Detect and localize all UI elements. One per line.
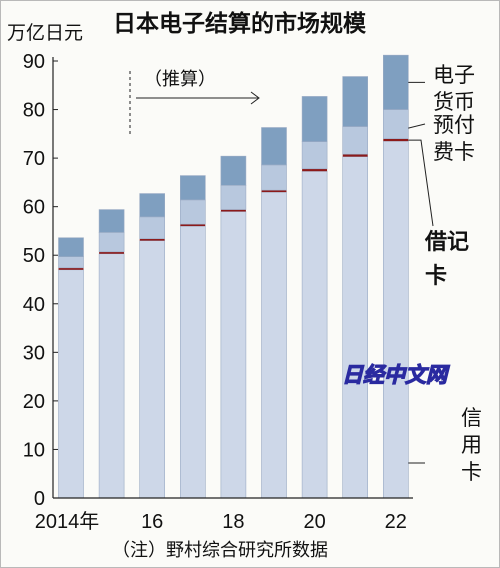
bar-segment xyxy=(180,175,206,201)
bar-segment xyxy=(261,190,287,193)
legend-credit: 信用卡 xyxy=(461,406,482,484)
bar-segment xyxy=(139,238,165,241)
y-tick-label: 80 xyxy=(23,100,45,122)
bar-segment xyxy=(342,156,369,499)
unit-label: 万亿日元 xyxy=(7,22,83,44)
estimate-arrow-head xyxy=(250,91,260,105)
bar-segment xyxy=(98,232,125,253)
bar-segment xyxy=(58,269,84,499)
bar-segment xyxy=(261,164,287,191)
y-tick-label: 90 xyxy=(23,51,45,73)
leader-prepaid xyxy=(408,123,426,129)
y-tick-label: 60 xyxy=(23,197,45,219)
bar-segment xyxy=(382,140,409,499)
bar-segment xyxy=(139,240,165,499)
bar-segment xyxy=(301,141,328,170)
watermark: 日经中文网 xyxy=(342,363,450,387)
bar-segment xyxy=(139,216,165,240)
y-tick-label: 30 xyxy=(23,342,45,364)
bar-segment xyxy=(98,253,125,499)
bar-segment xyxy=(180,224,206,227)
bar-segment xyxy=(58,237,84,257)
x-tick-label: 22 xyxy=(385,511,407,533)
bar-segment xyxy=(220,211,247,499)
bar-segment xyxy=(220,185,247,210)
source-note: （注）野村综合研究所数据 xyxy=(112,540,328,561)
bar-segment xyxy=(220,155,247,186)
bar-segment xyxy=(261,127,287,166)
y-tick-label: 40 xyxy=(23,294,45,316)
leader-debit xyxy=(408,139,434,227)
bar-segment xyxy=(261,191,287,499)
estimate-label: （推算） xyxy=(144,69,216,90)
y-tick-label: 0 xyxy=(34,488,45,510)
x-tick-label: 20 xyxy=(303,511,325,533)
legend-emoney: 电子货币 xyxy=(433,63,475,114)
bar-segment xyxy=(342,76,369,127)
y-tick-label: 70 xyxy=(23,148,45,170)
bar-segment xyxy=(382,54,409,110)
bar-segment xyxy=(180,199,206,225)
legend-prepaid: 预付费卡 xyxy=(433,113,475,164)
bar-segment xyxy=(220,209,246,212)
bar-segment xyxy=(382,109,409,139)
x-tick-label: 18 xyxy=(222,511,244,533)
y-tick-label: 20 xyxy=(23,391,45,413)
bar-segment xyxy=(301,96,328,142)
bar-segment xyxy=(180,225,206,499)
bar-segment xyxy=(301,170,328,499)
bar-segment xyxy=(99,251,125,254)
bar-segment xyxy=(139,193,165,218)
bar-segment xyxy=(342,126,369,155)
y-tick-label: 50 xyxy=(23,245,45,267)
x-tick-label: 16 xyxy=(141,511,163,533)
axes: 0 10 20 30 40 50 60 70 80 90 2014年 16 18 20 22 xyxy=(23,51,413,533)
annotations: （推算） xyxy=(129,69,260,134)
bar-segment xyxy=(342,154,368,157)
bar-segment xyxy=(98,209,125,233)
x-tick-label: 2014年 xyxy=(35,510,100,533)
y-tick-label: 10 xyxy=(23,439,45,461)
bar-segment xyxy=(58,256,84,269)
bar-segment xyxy=(58,267,84,270)
bar-segment xyxy=(383,138,409,142)
chart-title: 日本电子结算的市场规模 xyxy=(113,10,367,37)
bars xyxy=(58,54,409,499)
bar-segment xyxy=(302,168,328,172)
legend-debit: 借记卡 xyxy=(424,230,469,289)
